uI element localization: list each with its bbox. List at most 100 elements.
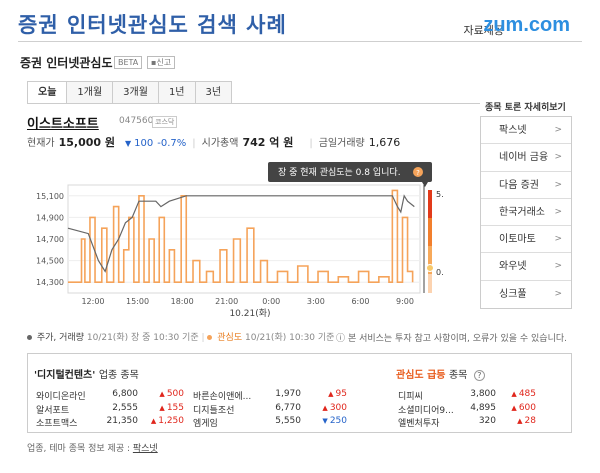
provider-note-text: 업종, 테마 종목 정보 제공 : [27, 444, 130, 454]
legend-price-time: 10/21(화) 장 중 10:30 기준 [86, 333, 199, 343]
forum-link-daum[interactable]: 다음 증권 > [481, 172, 571, 199]
x-tick-label: 6:00 [351, 297, 369, 306]
surge-title: 관심도 급등 [396, 370, 446, 381]
surge-list: 디피씨 3,800 ▲ 485 소셜미디어9... 4,895 ▲ 600 엘벤처투자 320… [398, 389, 536, 430]
tab-1month[interactable]: 1개월 [67, 81, 114, 104]
series-line-price [67, 194, 415, 273]
market-badge: 코스닥 [152, 116, 178, 128]
forum-link-naver[interactable]: 네이버 금융 > [481, 144, 571, 172]
tab-1year[interactable]: 1년 [158, 81, 196, 104]
tab-3year[interactable]: 3년 [195, 81, 233, 104]
stock-price: 320 [478, 416, 496, 426]
chevron-right-icon: > [554, 125, 562, 135]
period-tabs: 오늘 1개월 3개월 1년 3년 [27, 81, 233, 104]
stock-price: 6,770 [275, 402, 301, 413]
stock-name: 엠게임 [193, 419, 218, 429]
forum-link-paxnet[interactable]: 팍스넷 > [481, 117, 571, 145]
list-item[interactable]: 엘벤처투자 320 ▲ 28 [398, 416, 536, 430]
tab-today[interactable]: 오늘 [27, 81, 68, 104]
stock-change: ▲ 95 [301, 389, 347, 403]
legend-price-label: 주가, 거래량 [36, 333, 84, 343]
x-tick-label: 12:00 [81, 297, 104, 306]
zum-logo[interactable]: zum.com [483, 14, 570, 36]
data-credit-label: 자료제공 [463, 24, 504, 37]
forum-link-label: 팍스넷 [499, 125, 527, 136]
stock-change: ▲ 500 [138, 389, 184, 403]
stock-price: 5,550 [275, 416, 301, 426]
up-triangle-icon: ▲ [517, 417, 523, 425]
forum-link-etomato[interactable]: 이토마토 > [481, 226, 571, 254]
list-item[interactable]: 소프트맥스 21,350 ▲ 1,250 [36, 416, 184, 430]
forum-link-label: 와우넷 [499, 261, 527, 273]
x-axis-labels: 12:00 15:00 18:00 21:00 0:00 3:00 6:00 9:00 [81, 297, 414, 306]
stock-change-value: 300 [329, 402, 347, 413]
up-triangle-icon: ▲ [322, 403, 328, 412]
stock-name: 와이디온라인 [36, 392, 86, 402]
report-label: 신고 [156, 58, 172, 67]
volume-label: 금일거래량 [318, 138, 365, 149]
forum-link-label: 네이버 금융 [499, 152, 549, 164]
side-panel-title: 종목 토론 자세히보기 [485, 103, 566, 113]
up-triangle-icon: ▲ [150, 417, 157, 425]
market-cap-label: 시가총액 [201, 138, 239, 149]
stock-price: 2,555 [112, 402, 138, 413]
y-axis-labels: 15,100 14,900 14,700 14,500 14,300 [36, 192, 64, 287]
legend-separator: | [201, 333, 208, 343]
forum-link-krx[interactable]: 한국거래소 > [481, 199, 571, 227]
tooltip-text: 장 중 현재 관심도는 0.8 입니다. [278, 166, 401, 178]
interest-chart[interactable]: 15,100 14,900 14,700 14,500 14,300 12:00 15:0… [26, 160, 444, 326]
ranking-panel [27, 353, 572, 433]
change-pct: -0.7% [157, 138, 187, 149]
y-tick-label: 14,900 [36, 213, 64, 222]
provider-link[interactable]: 팍스넷 [132, 444, 158, 454]
down-arrow-icon: ▼ [125, 139, 132, 148]
stock-name: 소셜미디어9... [398, 405, 454, 416]
list-item[interactable]: 바른손이앤에... 1,970 ▲ 95 [193, 389, 347, 403]
stock-change: ▼ 250 [301, 416, 347, 430]
legend-interest-label: 관심도 [217, 333, 243, 343]
stock-price: 6,800 [112, 389, 138, 399]
stock-price: 1,970 [275, 389, 301, 399]
provider-note: 업종, 테마 종목 정보 제공 : 팍스넷 [27, 441, 158, 454]
forum-link-wownet[interactable]: 와우넷 > [481, 253, 571, 281]
price-label: 현재가 [27, 138, 55, 149]
stock-name: 알서포트 [36, 405, 70, 416]
stock-name: 디지틀조선 [193, 405, 235, 416]
up-triangle-icon: ▲ [511, 403, 517, 412]
up-triangle-icon: ▲ [159, 403, 165, 412]
list-item[interactable]: 디지틀조선 6,770 ▲ 300 [193, 403, 347, 417]
chevron-right-icon: > [554, 206, 562, 217]
stock-change-value: 28 [524, 416, 536, 426]
stock-change-value: 1,250 [158, 416, 184, 426]
list-item[interactable]: 디피씨 3,800 ▲ 485 [398, 389, 536, 403]
disclaimer-text: 본 서비스는 투자 참고 사항이며, 오류가 있을 수 있습니다. [347, 334, 567, 344]
info-icon: ⓘ [336, 334, 346, 344]
forum-link-thinkpool[interactable]: 싱크풀 > [481, 281, 571, 308]
surge-heading: 관심도 급등 종목 ? [396, 366, 485, 381]
quote-separator: | [309, 138, 313, 149]
list-item[interactable]: 알서포트 2,555 ▲ 155 [36, 403, 184, 417]
down-triangle-icon: ▼ [322, 417, 328, 425]
help-icon[interactable] [413, 167, 423, 177]
forum-link-label: 한국거래소 [499, 206, 545, 218]
list-item[interactable]: 소셜미디어9... 4,895 ▲ 600 [398, 403, 536, 417]
industry-heading: '디지털컨텐츠' 업종 종목 [34, 366, 139, 381]
stock-name: 소프트맥스 [36, 419, 78, 429]
industry-list-2: 바른손이앤에... 1,970 ▲ 95 디지틀조선 6,770 ▲ 300 엠게임 5,55… [193, 389, 347, 430]
stock-change: ▲ 155 [138, 403, 184, 417]
tab-3month[interactable]: 3개월 [113, 81, 159, 104]
help-icon[interactable]: ? [473, 370, 485, 381]
list-item[interactable]: 엠게임 5,550 ▼ 250 [193, 416, 347, 430]
chevron-right-icon: > [554, 288, 562, 299]
stock-name-link[interactable]: 이스트소프트 [27, 117, 99, 132]
chart-legend: 주가, 거래량 10/21(화) 장 중 10:30 기준 | 관심도 10/2… [27, 330, 334, 343]
stock-code: 047560 [119, 116, 154, 126]
report-button[interactable]: ▪신고 [147, 56, 176, 69]
surge-suffix: 종목 [448, 370, 468, 381]
y-tick-label: 14,500 [36, 257, 64, 266]
stock-change: ▲ 1,250 [138, 416, 184, 430]
y-tick-label: 14,700 [36, 235, 64, 244]
change-value: 100 [134, 138, 154, 149]
price-value: 15,000 원 [58, 136, 116, 149]
list-item[interactable]: 와이디온라인 6,800 ▲ 500 [36, 389, 184, 403]
